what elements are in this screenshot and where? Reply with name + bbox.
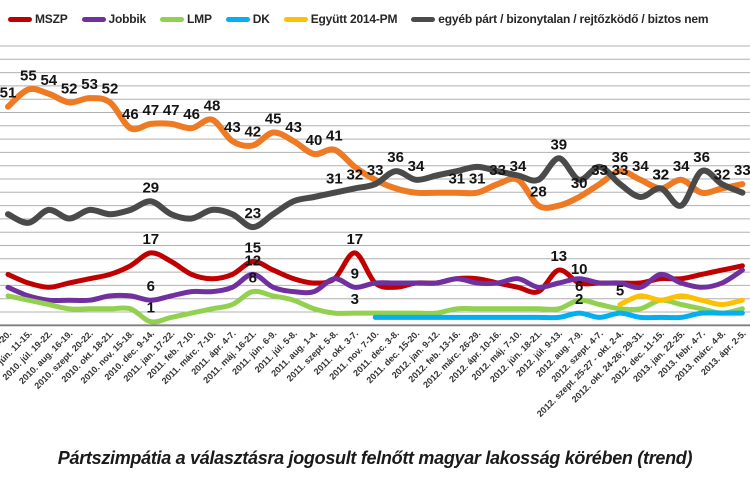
series-line-egyutt-2014-pm bbox=[617, 293, 745, 307]
data-label-mszp: 15 bbox=[244, 240, 261, 257]
data-label-orange-unlabeled-party: 51 bbox=[0, 85, 16, 102]
data-label-orange-unlabeled-party: 41 bbox=[326, 128, 343, 145]
data-label-egyeb-bizonytalan: 31 bbox=[326, 171, 343, 188]
data-label-lmp: 1 bbox=[147, 300, 155, 317]
data-label-orange-unlabeled-party: 34 bbox=[632, 158, 649, 175]
data-label-mszp: 10 bbox=[571, 261, 588, 278]
data-label-mszp: 17 bbox=[142, 231, 159, 248]
data-label-orange-unlabeled-party: 40 bbox=[306, 132, 323, 149]
data-label-orange-unlabeled-party: 54 bbox=[40, 72, 57, 89]
data-label-orange-unlabeled-party: 32 bbox=[714, 166, 731, 183]
data-label-orange-unlabeled-party: 43 bbox=[285, 119, 302, 136]
legend-swatch-icon bbox=[8, 16, 32, 22]
data-label-orange-unlabeled-party: 28 bbox=[530, 184, 547, 201]
legend-label: DK bbox=[252, 12, 270, 26]
data-label-orange-unlabeled-party: 52 bbox=[61, 80, 78, 97]
data-label-lmp: 6 bbox=[575, 278, 583, 295]
data-label-orange-unlabeled-party: 33 bbox=[591, 162, 608, 179]
legend-item-együtt: Együtt 2014-PM bbox=[283, 12, 398, 26]
legend-swatch-icon bbox=[225, 16, 250, 22]
data-label-orange-unlabeled-party: 34 bbox=[673, 158, 690, 175]
legend-swatch-icon bbox=[81, 16, 106, 22]
data-label-orange-unlabeled-party: 53 bbox=[81, 76, 98, 93]
legend-item-mszp: MSZP bbox=[8, 12, 68, 26]
legend-swatch-icon bbox=[283, 16, 308, 22]
data-label-orange-unlabeled-party: 30 bbox=[571, 175, 588, 192]
data-label-egyeb-bizonytalan: 29 bbox=[142, 179, 159, 196]
legend-item-lmp: LMP bbox=[160, 12, 212, 26]
data-label-egyeb-bizonytalan: 23 bbox=[244, 205, 261, 222]
data-label-orange-unlabeled-party: 45 bbox=[265, 111, 282, 128]
data-label-orange-unlabeled-party: 34 bbox=[510, 158, 527, 175]
data-label-orange-unlabeled-party: 46 bbox=[122, 106, 139, 123]
data-label-lmp: 3 bbox=[351, 291, 359, 308]
data-label-jobbik: 12 bbox=[244, 252, 261, 269]
legend-label: Jobbik bbox=[108, 12, 147, 26]
data-label-jobbik: 9 bbox=[351, 265, 359, 282]
data-label-orange-unlabeled-party: 52 bbox=[102, 80, 119, 97]
data-label-egyeb-bizonytalan: 39 bbox=[550, 136, 567, 153]
data-label-egyeb-bizonytalan: 36 bbox=[387, 149, 404, 166]
data-label-egyeb-bizonytalan: 33 bbox=[612, 162, 629, 179]
series-line-jobbik bbox=[5, 267, 745, 304]
data-label-egyeb-bizonytalan: 34 bbox=[408, 158, 425, 175]
data-label-orange-unlabeled-party: 47 bbox=[142, 102, 159, 119]
data-label-egyeb-bizonytalan: 32 bbox=[346, 166, 363, 183]
data-label-egyeb-bizonytalan: 32 bbox=[652, 166, 669, 183]
data-label-orange-unlabeled-party: 31 bbox=[448, 171, 465, 188]
data-label-mszp: 17 bbox=[346, 231, 363, 248]
series-line-dk bbox=[372, 310, 745, 321]
data-label-orange-unlabeled-party: 48 bbox=[204, 98, 221, 115]
data-label-orange-unlabeled-party: 33 bbox=[489, 162, 506, 179]
data-label-mszp: 13 bbox=[550, 248, 567, 265]
data-label-egyeb-bizonytalan: 36 bbox=[693, 149, 710, 166]
legend-label: MSZP bbox=[35, 12, 68, 26]
data-label-egyutt-2014-pm: 5 bbox=[616, 283, 624, 300]
legend-swatch-icon bbox=[160, 16, 185, 22]
chart-legend: MSZP Jobbik LMP DK Együtt 2014-PM egyéb párt … bbox=[8, 8, 750, 30]
legend-label: Együtt 2014-PM bbox=[310, 12, 398, 26]
chart-svg: 2010. máj. 18-20.2010. jún. 11-15.2010. … bbox=[0, 45, 750, 419]
series-line-orange-unlabeled-party bbox=[5, 85, 746, 211]
legend-label: LMP bbox=[187, 12, 212, 26]
data-label-orange-unlabeled-party: 47 bbox=[163, 102, 180, 119]
legend-label: egyéb párt / bizonytalan / rejtőzködő / … bbox=[438, 12, 709, 26]
series-line-lmp bbox=[5, 288, 745, 325]
data-label-orange-unlabeled-party: 31 bbox=[469, 171, 486, 188]
legend-item-egyéb: egyéb párt / bizonytalan / rejtőzködő / … bbox=[411, 12, 709, 26]
chart-area: 2010. máj. 18-20.2010. jún. 11-15.2010. … bbox=[0, 45, 750, 419]
data-label-orange-unlabeled-party: 55 bbox=[20, 68, 37, 85]
data-label-orange-unlabeled-party: 33 bbox=[734, 162, 750, 179]
data-label-orange-unlabeled-party: 43 bbox=[224, 119, 241, 136]
data-label-dk: 2 bbox=[575, 291, 583, 308]
data-label-orange-unlabeled-party: 46 bbox=[183, 106, 200, 123]
data-label-orange-unlabeled-party: 36 bbox=[612, 149, 629, 166]
data-label-egyeb-bizonytalan: 33 bbox=[367, 162, 384, 179]
data-label-orange-unlabeled-party: 32 bbox=[652, 166, 669, 183]
series-line-egyeb-bizonytalan bbox=[5, 155, 746, 231]
data-label-lmp: 8 bbox=[249, 270, 257, 287]
legend-item-jobbik: Jobbik bbox=[81, 12, 147, 26]
legend-swatch-icon bbox=[411, 16, 436, 22]
data-label-jobbik: 6 bbox=[147, 278, 155, 295]
chart-title: Pártszimpátia a választásra jogosult fel… bbox=[57, 448, 693, 468]
data-label-orange-unlabeled-party: 42 bbox=[244, 123, 261, 140]
legend-item-dk: DK bbox=[225, 12, 270, 26]
